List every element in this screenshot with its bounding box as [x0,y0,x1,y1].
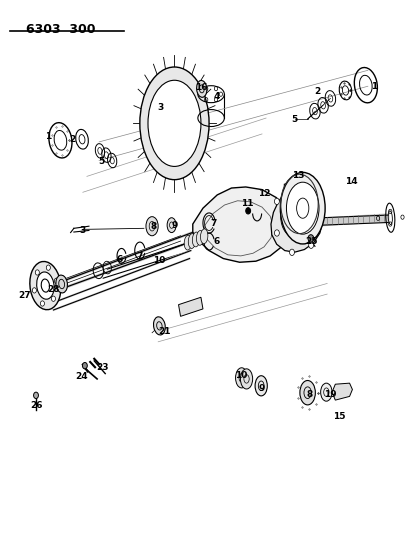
Circle shape [307,235,313,242]
Text: 5: 5 [98,157,104,166]
Circle shape [40,301,44,306]
Text: 1: 1 [370,82,376,91]
Text: 7: 7 [136,252,143,261]
Text: 10: 10 [153,256,165,265]
Circle shape [34,392,38,399]
Circle shape [316,214,321,220]
Text: 2: 2 [70,135,76,144]
Circle shape [245,208,250,214]
Text: 13: 13 [292,171,304,180]
Text: 28: 28 [47,285,60,294]
Circle shape [82,362,87,369]
Ellipse shape [196,230,203,245]
Text: 9: 9 [257,384,264,393]
Polygon shape [331,383,352,400]
Text: 4: 4 [213,92,220,101]
Text: 6: 6 [213,237,219,246]
Circle shape [308,186,313,192]
Text: 24: 24 [76,372,88,381]
Text: 9: 9 [171,221,177,230]
Text: 8: 8 [306,390,312,399]
Ellipse shape [36,272,54,299]
Text: 11: 11 [241,199,254,208]
Ellipse shape [235,368,247,388]
Ellipse shape [188,233,195,248]
Text: 19: 19 [324,390,336,399]
Text: 23: 23 [96,363,108,372]
Text: 21: 21 [157,327,170,336]
Ellipse shape [146,216,158,236]
Circle shape [308,242,313,248]
Ellipse shape [254,376,267,396]
Ellipse shape [240,369,252,389]
Ellipse shape [299,381,315,405]
Ellipse shape [192,232,199,247]
Circle shape [274,230,279,236]
Text: 3: 3 [157,103,163,112]
Circle shape [289,249,294,255]
Ellipse shape [56,275,67,293]
Ellipse shape [196,80,207,98]
Ellipse shape [148,80,200,166]
Ellipse shape [184,235,191,250]
Circle shape [51,296,55,301]
Text: 16: 16 [194,83,207,92]
Ellipse shape [30,262,61,310]
Circle shape [274,198,279,205]
Circle shape [54,278,58,284]
Text: 25: 25 [305,237,317,246]
Text: 12: 12 [257,189,270,198]
Polygon shape [270,182,322,252]
Text: 26: 26 [30,401,42,410]
Text: 7: 7 [209,219,216,228]
Text: 3: 3 [79,226,85,235]
Text: 15: 15 [333,411,345,421]
Text: 2: 2 [313,87,319,96]
Circle shape [32,288,36,293]
Text: 10: 10 [234,370,246,379]
Circle shape [35,270,39,275]
Text: 27: 27 [19,290,31,300]
Ellipse shape [153,317,165,335]
Text: 8: 8 [151,222,157,231]
Text: 5: 5 [291,115,297,124]
Ellipse shape [167,217,175,232]
Ellipse shape [280,172,324,244]
Ellipse shape [320,383,331,401]
Polygon shape [178,297,202,317]
Circle shape [289,179,294,185]
Ellipse shape [200,229,207,244]
Text: 6: 6 [116,255,122,264]
Polygon shape [192,187,290,262]
Ellipse shape [286,182,318,234]
Text: 14: 14 [344,177,357,186]
Circle shape [46,265,50,270]
Ellipse shape [139,67,209,180]
Text: 1: 1 [45,132,51,141]
Text: 6303  300: 6303 300 [26,22,95,36]
